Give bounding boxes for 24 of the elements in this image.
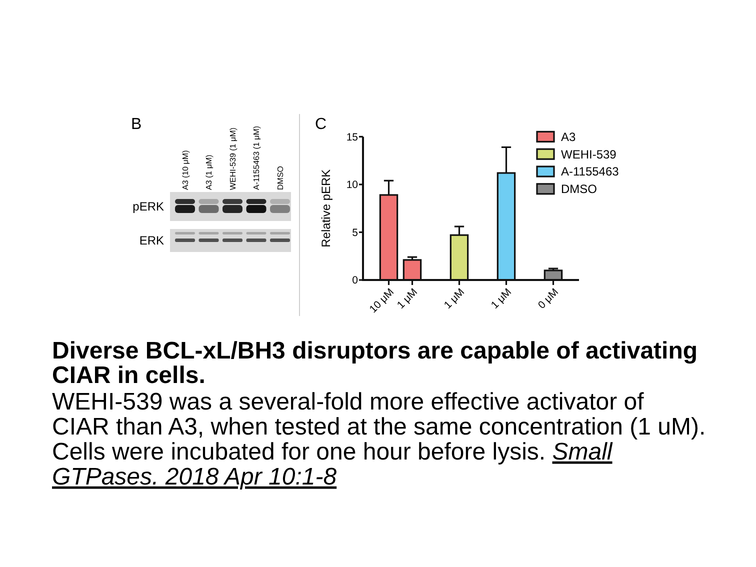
category-label: A-1155463 (1 μM) — [252, 126, 262, 190]
y-tick-label: 5 — [352, 226, 358, 239]
legend-label: DMSO — [561, 182, 597, 196]
text: B — [131, 116, 142, 133]
x-tick-label: 1 μM — [394, 286, 420, 312]
x-tick-label: 0 μM — [536, 286, 561, 312]
x-tick-label: 10 μM — [367, 286, 396, 316]
chart-title: C — [315, 116, 327, 133]
legend-label: A-1155463 — [561, 164, 620, 179]
y-tick-label: 10 — [346, 179, 358, 192]
y-axis-title: Relative pERK — [319, 169, 333, 248]
x-tick-label: 1 μM — [442, 286, 467, 312]
category-label: A3 (10 μM) — [180, 150, 190, 190]
text: Diverse BCL-xL/BH3 disruptors are capable of activating CIAR in cells. — [52, 338, 698, 389]
category-label: WEHI-539 (1 μM) — [228, 127, 238, 190]
y-tick-label: 15 — [346, 131, 358, 144]
category-label: A3 (1 μM) — [204, 154, 214, 190]
legend-label: WEHI-539 — [561, 147, 617, 162]
text: ERK — [139, 234, 164, 248]
legend-label: A3 — [561, 130, 576, 144]
text: pERK — [132, 200, 164, 214]
category-label: DMSO — [276, 166, 285, 190]
y-tick-label: 0 — [352, 274, 358, 287]
x-tick-label: 1 μM — [488, 286, 514, 312]
